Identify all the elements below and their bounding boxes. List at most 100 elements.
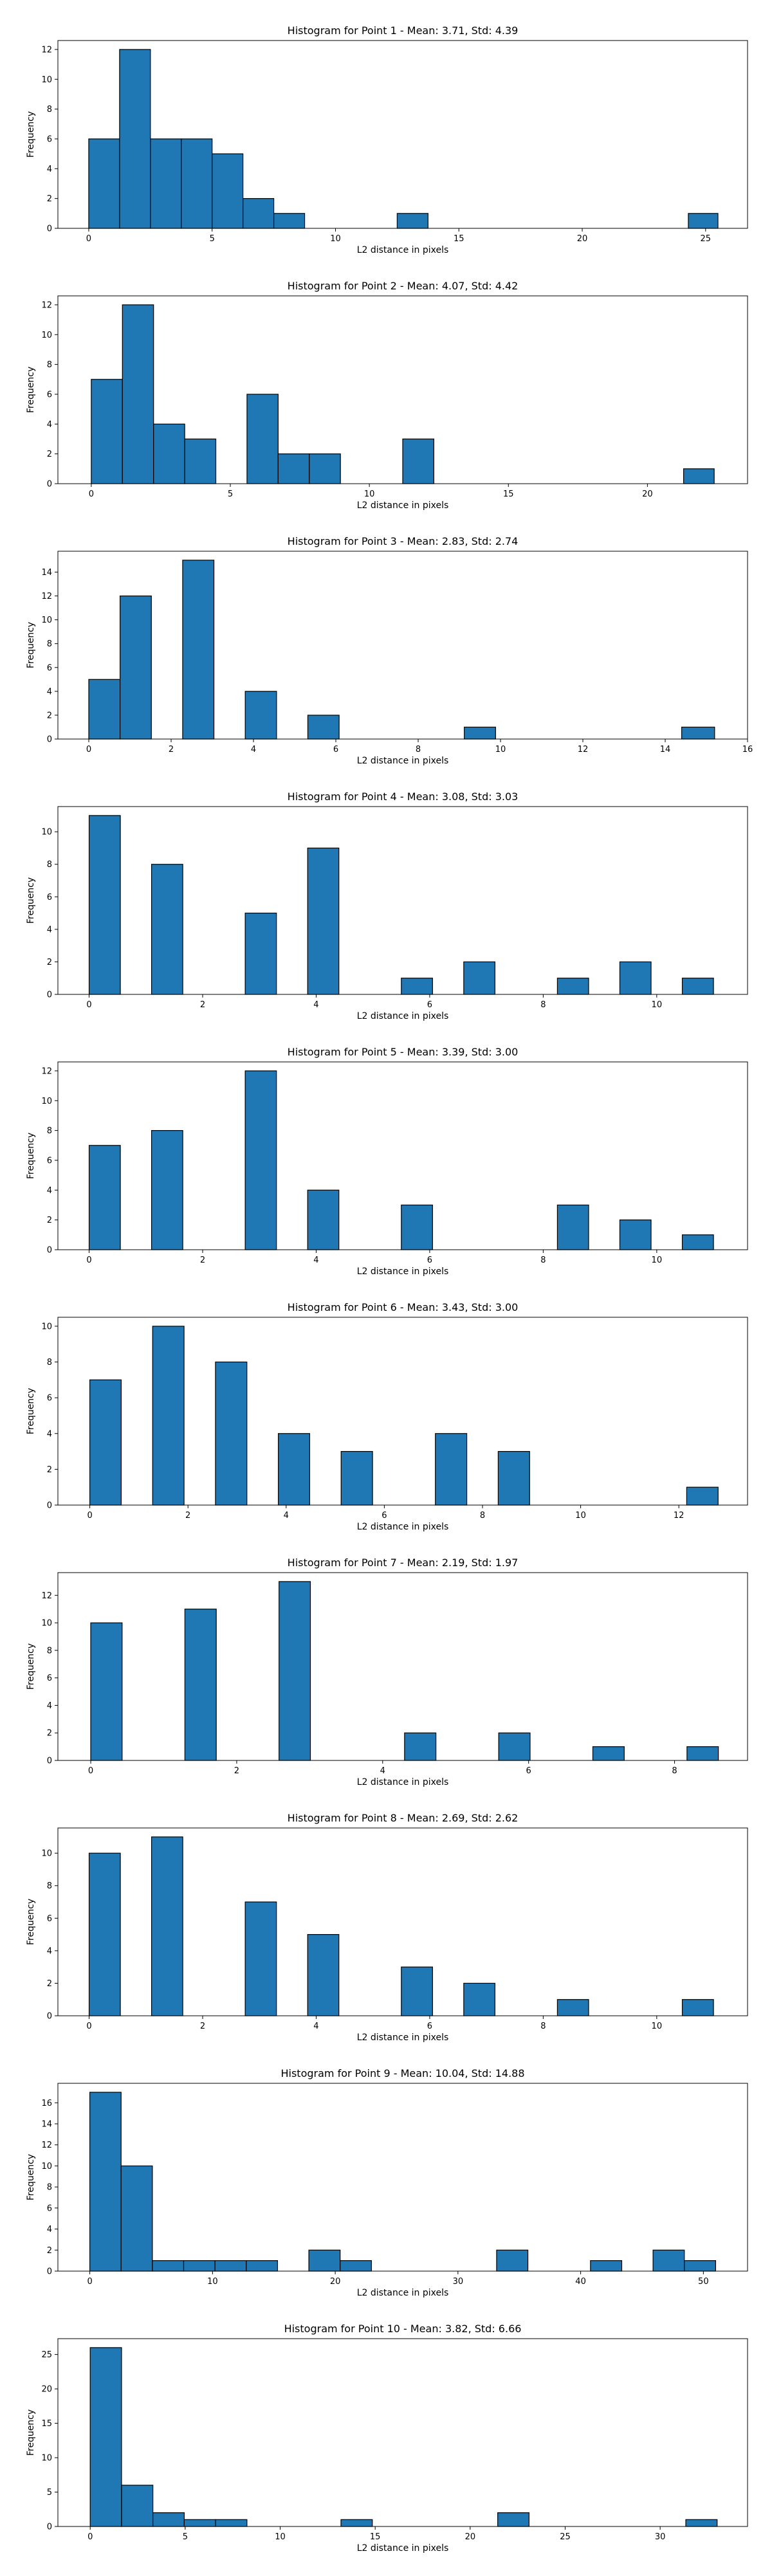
histogram-bar	[401, 1204, 433, 1250]
y-tick-label: 8	[47, 105, 52, 114]
histogram-bar	[184, 1609, 217, 1761]
chart-title: Histogram for Point 8 - Mean: 2.69, Std:…	[288, 1812, 519, 1824]
histogram-panel-5: Histogram for Point 5 - Mean: 3.39, Std:…	[26, 1046, 748, 1277]
histogram-bar	[151, 1130, 183, 1250]
histogram-bar	[151, 864, 183, 995]
histogram-bar	[688, 213, 719, 229]
x-tick-label: 16	[742, 745, 753, 754]
x-tick-label: 8	[540, 1256, 546, 1265]
y-tick-label: 10	[41, 75, 52, 85]
histogram-panel-2: Histogram for Point 2 - Mean: 4.07, Std:…	[26, 280, 748, 511]
y-axis-label: Frequency	[26, 877, 36, 924]
y-axis-label: Frequency	[26, 2409, 36, 2456]
y-tick-label: 8	[47, 1881, 52, 1891]
histogram-bar	[556, 978, 589, 995]
x-tick-label: 0	[87, 2532, 93, 2542]
x-tick-label: 4	[284, 1511, 289, 1521]
histogram-bar	[120, 2165, 153, 2272]
y-axis-label: Frequency	[26, 1643, 36, 1690]
y-tick-label: 10	[41, 828, 52, 837]
x-tick-label: 0	[86, 1256, 91, 1265]
y-tick-label: 4	[47, 2225, 52, 2234]
histogram-bar	[401, 1966, 433, 2016]
chart-title: Histogram for Point 5 - Mean: 3.39, Std:…	[288, 1046, 519, 1058]
chart-title: Histogram for Point 7 - Mean: 2.19, Std:…	[288, 1557, 519, 1569]
x-tick-label: 10	[330, 234, 341, 244]
histogram-bar	[88, 138, 120, 229]
y-tick-label: 0	[47, 1246, 52, 1256]
y-tick-label: 2	[47, 1729, 52, 1739]
y-axis-label: Frequency	[26, 111, 36, 158]
histogram-bar	[463, 961, 495, 995]
x-tick-label: 2	[200, 1000, 205, 1010]
y-tick-label: 5	[47, 2488, 52, 2498]
x-tick-label: 4	[380, 1766, 385, 1776]
chart-title: Histogram for Point 3 - Mean: 2.83, Std:…	[288, 535, 519, 547]
histogram-panel-8: Histogram for Point 8 - Mean: 2.69, Std:…	[26, 1812, 748, 2043]
axes-frame	[57, 40, 748, 229]
histogram-bar	[402, 438, 435, 484]
axes-frame	[57, 1827, 748, 2016]
x-axis-label: L2 distance in pixels	[357, 1266, 449, 1277]
histogram-bar	[556, 1204, 589, 1250]
x-tick-label: 0	[86, 2022, 91, 2031]
histogram-bar	[182, 560, 215, 740]
y-tick-label: 10	[41, 2162, 52, 2171]
histogram-bar	[151, 1836, 183, 2016]
histogram-panel-9: Histogram for Point 9 - Mean: 10.04, Std…	[26, 2067, 748, 2298]
y-tick-label: 12	[41, 45, 52, 55]
histogram-bar	[463, 1982, 495, 2016]
chart-title: Histogram for Point 10 - Mean: 3.82, Std…	[284, 2323, 522, 2335]
x-tick-label: 6	[526, 1766, 531, 1776]
x-tick-label: 30	[655, 2532, 666, 2542]
histogram-bar	[396, 213, 428, 229]
x-tick-label: 10	[575, 1511, 586, 1521]
x-tick-label: 10	[495, 745, 506, 754]
chart-title: Histogram for Point 2 - Mean: 4.07, Std:…	[288, 280, 519, 292]
histogram-bar	[681, 978, 714, 995]
y-tick-label: 0	[47, 1757, 52, 1766]
y-tick-label: 12	[41, 1591, 52, 1601]
x-tick-label: 4	[313, 2022, 318, 2031]
x-tick-label: 0	[87, 2277, 92, 2287]
x-tick-label: 25	[701, 234, 712, 244]
histogram-bar	[246, 2260, 279, 2272]
histogram-bar	[244, 1070, 277, 1250]
histogram-panel-6: Histogram for Point 6 - Mean: 3.43, Std:…	[26, 1301, 748, 1532]
x-tick-label: 30	[453, 2277, 464, 2287]
histogram-bar	[496, 2249, 529, 2272]
y-tick-label: 2	[47, 450, 52, 459]
x-tick-label: 8	[540, 2022, 546, 2031]
y-tick-label: 20	[41, 2385, 52, 2395]
histogram-bar	[181, 138, 213, 229]
x-axis-label: L2 distance in pixels	[357, 500, 449, 511]
y-tick-label: 15	[41, 2419, 52, 2429]
x-tick-label: 5	[228, 489, 233, 499]
x-tick-label: 20	[330, 2277, 341, 2287]
x-tick-label: 6	[381, 1511, 387, 1521]
chart-title: Histogram for Point 1 - Mean: 3.71, Std:…	[288, 24, 519, 37]
chart-title: Histogram for Point 6 - Mean: 3.43, Std:…	[288, 1301, 519, 1313]
histogram-bar	[619, 961, 652, 995]
y-tick-label: 6	[47, 134, 52, 144]
histogram-panel-10: Histogram for Point 10 - Mean: 3.82, Std…	[26, 2323, 748, 2553]
y-tick-label: 12	[41, 1066, 52, 1076]
x-tick-label: 0	[86, 745, 91, 754]
x-tick-label: 2	[234, 1766, 239, 1776]
histogram-bar	[308, 2249, 341, 2272]
histogram-bar	[89, 2092, 122, 2272]
x-tick-label: 15	[454, 234, 464, 244]
histogram-bar	[150, 138, 182, 229]
histogram-bar	[244, 1901, 277, 2016]
histogram-bar	[340, 1450, 373, 1506]
histogram-bar	[214, 2260, 247, 2272]
x-tick-label: 10	[207, 2277, 218, 2287]
x-tick-label: 8	[416, 745, 421, 754]
y-axis-label: Frequency	[26, 2154, 36, 2200]
y-tick-label: 16	[41, 2099, 52, 2108]
histogram-bar	[404, 1732, 437, 1761]
y-tick-label: 2	[47, 1216, 52, 1225]
y-tick-label: 10	[41, 1322, 52, 1331]
y-tick-label: 0	[47, 2267, 52, 2277]
histogram-panel-3: Histogram for Point 3 - Mean: 2.83, Std:…	[26, 535, 753, 766]
